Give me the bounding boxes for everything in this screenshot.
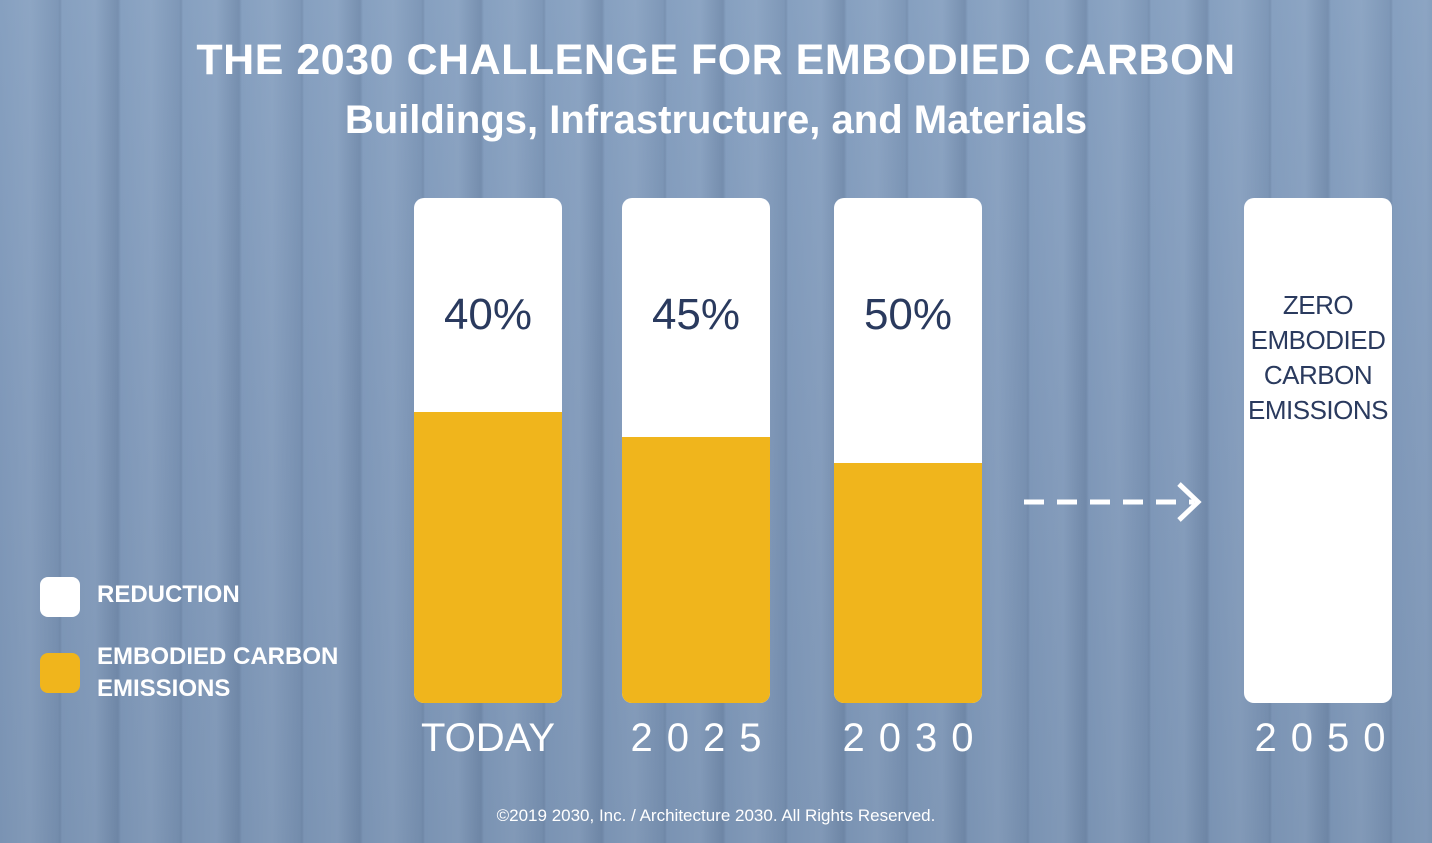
x-label-2025: 2025 [630,716,776,760]
x-label-2030: 2030 [842,716,988,760]
chart-title: THE 2030 CHALLENGE FOR EMBODIED CARBON [196,36,1236,84]
legend-label-reduction: REDUCTION [97,581,240,608]
arrow-icon [1024,482,1202,522]
legend-swatch-emissions [40,653,80,693]
emissions-fill-2030 [834,462,982,703]
reduction-label-2050: ZERO EMBODIED CARBON EMISSIONS [1248,290,1388,425]
legend-label-emissions: EMBODIED CARBON EMISSIONS [97,643,339,702]
emissions-fill-today [414,412,562,703]
copyright-footer: ©2019 2030, Inc. / Architecture 2030. Al… [496,806,936,825]
reduction-label-2030: 50% [863,290,953,339]
legend-swatch-reduction [40,577,80,617]
bar-today: 40% [414,198,562,703]
emissions-fill-2025 [622,437,770,703]
bar-2030: 50% [834,198,982,703]
reduction-label-2025: 45% [651,290,741,339]
bar-2025: 45% [622,198,770,703]
bar-2050: ZERO EMBODIED CARBON EMISSIONS [1244,198,1392,703]
x-label-today: TODAY [420,716,556,760]
reduction-label-today: 40% [443,290,533,339]
chart-subtitle: Buildings, Infrastructure, and Materials [344,98,1088,142]
x-label-2050: 2050 [1254,716,1400,760]
